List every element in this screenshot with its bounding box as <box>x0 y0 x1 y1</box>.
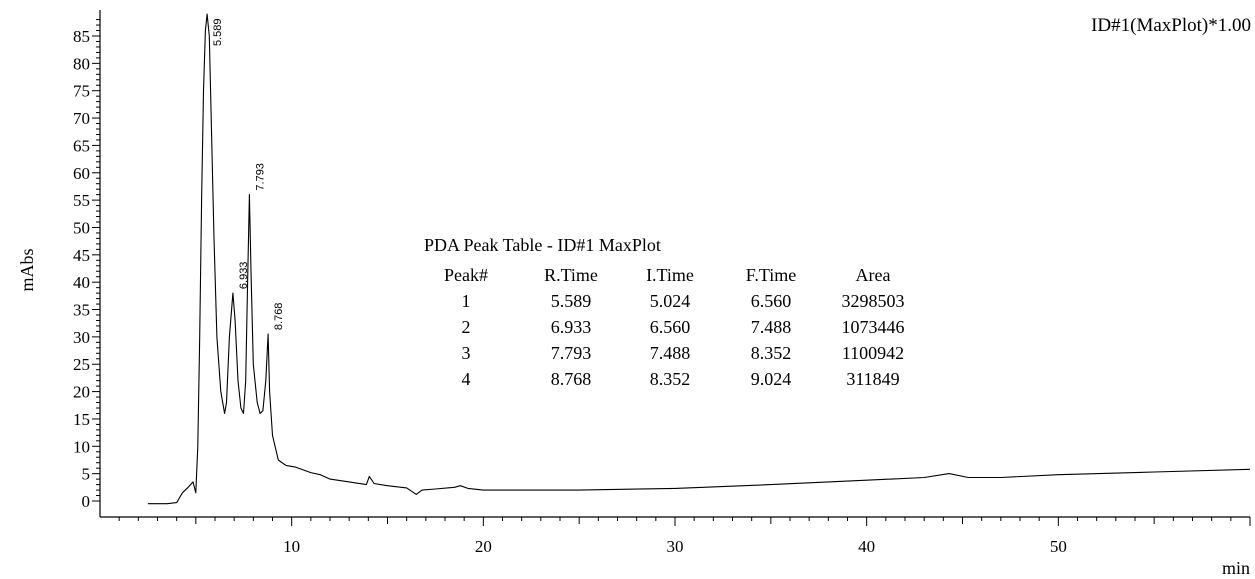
peak-table-cell: 7.488 <box>751 317 792 337</box>
x-axis-label: min <box>1222 558 1250 578</box>
x-tick-label: 40 <box>858 537 875 556</box>
y-tick-label: 5 <box>82 465 91 484</box>
y-tick-label: 60 <box>73 164 90 183</box>
peak-table-cell: 8.768 <box>551 369 592 389</box>
y-tick-label: 40 <box>73 273 90 292</box>
peak-table: PDA Peak Table - ID#1 MaxPlot Peak# R.Tim… <box>424 235 905 389</box>
y-tick-label: 75 <box>73 82 90 101</box>
peak-table-cell: 4 <box>462 369 471 389</box>
peak-table-cell: 5.589 <box>551 291 592 311</box>
y-tick-label: 25 <box>73 355 90 374</box>
x-tick-label: 30 <box>667 537 684 556</box>
chromatogram-trace <box>147 13 1251 505</box>
peak-table-header: Area <box>856 265 891 285</box>
peak-table-cell: 1073446 <box>842 317 905 337</box>
y-tick-label: 15 <box>73 410 90 429</box>
peak-labels: 5.589 6.933 7.793 8.768 <box>212 18 285 330</box>
peak-table-cells: Peak# R.Time I.Time F.Time Area 1 5.589 5.024 6.… <box>444 265 905 389</box>
peak-label: 6.933 <box>238 262 250 290</box>
y-tick-label: 50 <box>73 218 90 237</box>
peak-table-cell: 9.024 <box>751 369 792 389</box>
peak-table-header: F.Time <box>746 265 796 285</box>
y-tick-label: 45 <box>73 246 90 265</box>
y-tick-label: 0 <box>82 492 91 511</box>
x-tick-label: 20 <box>475 537 492 556</box>
y-axis-label: mAbs <box>17 248 37 291</box>
y-tick-label: 30 <box>73 328 90 347</box>
peak-table-cell: 8.352 <box>650 369 691 389</box>
y-tick-label: 10 <box>73 437 90 456</box>
y-tick-label: 85 <box>73 27 90 46</box>
peak-table-cell: 1100942 <box>842 343 904 363</box>
axes <box>99 10 1250 518</box>
y-tick-label: 35 <box>73 301 90 320</box>
peak-table-cell: 5.024 <box>650 291 691 311</box>
peak-table-cell: 7.488 <box>650 343 691 363</box>
peak-label: 5.589 <box>212 18 224 46</box>
y-tick-label: 55 <box>73 191 90 210</box>
y-tick-label: 65 <box>73 136 90 155</box>
peak-table-title: PDA Peak Table - ID#1 MaxPlot <box>424 235 661 255</box>
y-tick-label: 20 <box>73 383 90 402</box>
peak-table-header: Peak# <box>444 265 488 285</box>
peak-table-header: R.Time <box>544 265 598 285</box>
peak-table-cell: 6.560 <box>650 317 691 337</box>
tick-marks <box>92 19 1251 526</box>
peak-table-header: I.Time <box>646 265 694 285</box>
chart-title: ID#1(MaxPlot)*1.00 <box>1091 15 1251 36</box>
peak-label: 8.768 <box>273 303 285 331</box>
peak-table-cell: 311849 <box>846 369 899 389</box>
peak-table-cell: 6.933 <box>551 317 592 337</box>
y-tick-label: 80 <box>73 54 90 73</box>
peak-table-cell: 8.352 <box>751 343 792 363</box>
peak-label: 7.793 <box>254 163 266 191</box>
peak-table-cell: 6.560 <box>751 291 792 311</box>
peak-table-cell: 1 <box>462 291 471 311</box>
peak-table-cell: 3298503 <box>842 291 905 311</box>
peak-table-cell: 3 <box>462 343 471 363</box>
y-tick-label: 70 <box>73 109 90 128</box>
tick-labels: 10 20 30 40 50 0 5 10 15 20 25 30 35 40 45 50 55 60 65 70 75… <box>73 27 1067 556</box>
x-tick-label: 10 <box>283 537 300 556</box>
x-tick-label: 50 <box>1050 537 1067 556</box>
peak-table-cell: 7.793 <box>551 343 592 363</box>
peak-table-cell: 2 <box>462 317 471 337</box>
